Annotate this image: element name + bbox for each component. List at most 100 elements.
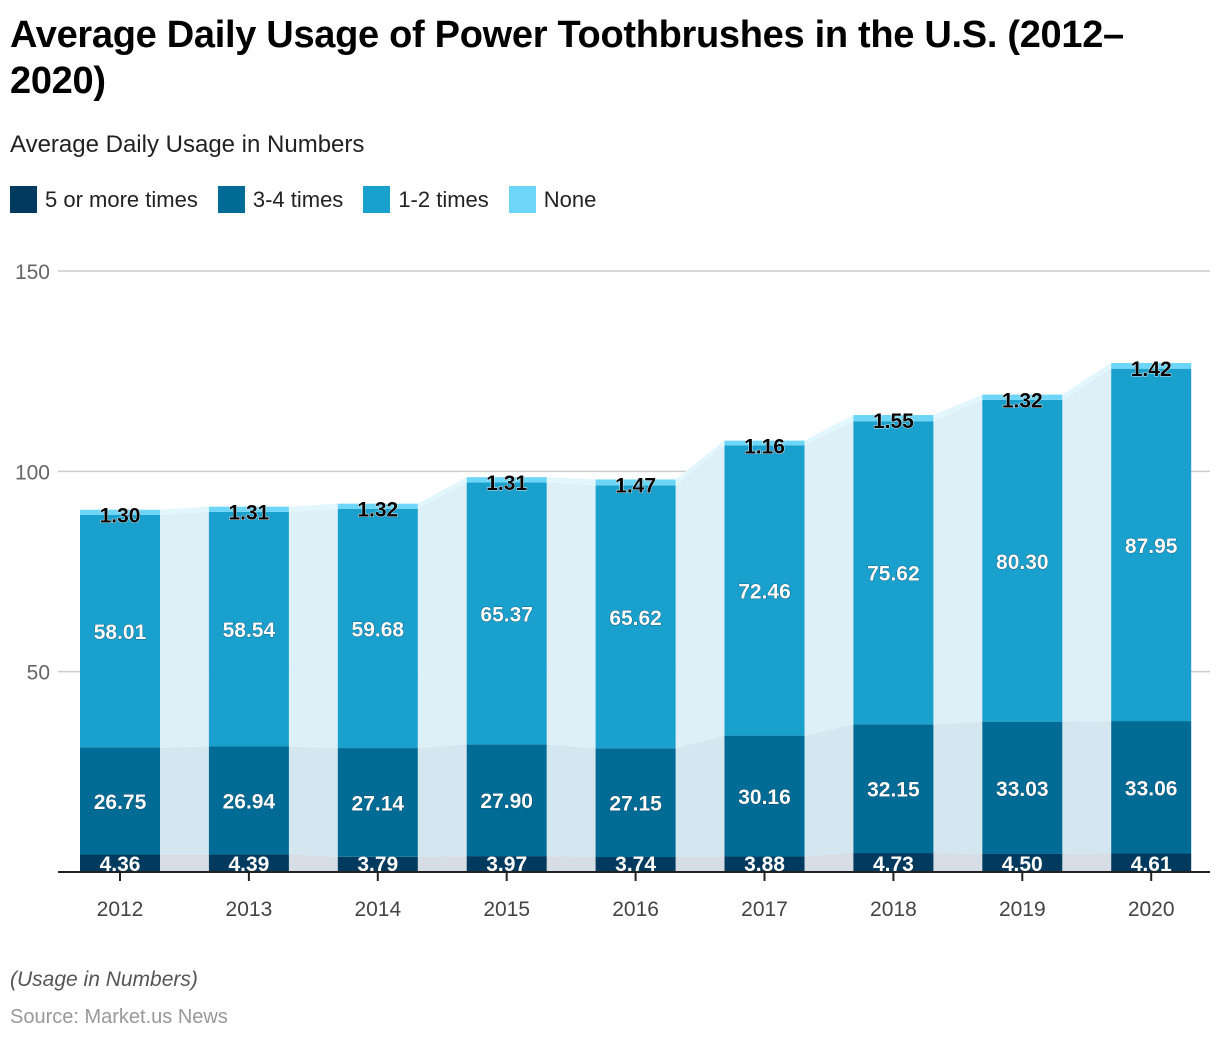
bar-segment <box>595 479 676 486</box>
data-label: 1.31 <box>228 502 269 525</box>
bar-segment <box>853 421 934 725</box>
connector-area <box>675 856 725 872</box>
data-label: 4.39 <box>228 853 269 876</box>
connector-area <box>1062 362 1112 400</box>
bar-segment <box>208 511 289 747</box>
x-tick-label: 2020 <box>1128 898 1175 921</box>
connector-area <box>546 856 596 872</box>
data-label: 59.68 <box>352 619 405 642</box>
bar-segment <box>1111 721 1192 854</box>
x-tick-label: 2019 <box>999 898 1046 921</box>
connector-area <box>804 421 854 736</box>
data-label: 58.54 <box>223 619 276 642</box>
x-tick-label: 2013 <box>226 898 273 921</box>
legend-swatch <box>363 186 391 213</box>
legend: 5 or more times 3-4 times 1-2 times None <box>10 186 616 213</box>
legend-item-5-or-more[interactable]: 5 or more times <box>10 186 198 213</box>
connector-area <box>933 721 983 854</box>
bar-segment <box>595 857 676 872</box>
connector-area <box>1062 368 1112 722</box>
chart-title: Average Daily Usage of Power Toothbrushe… <box>10 14 1124 102</box>
legend-swatch <box>508 186 536 213</box>
bar-segment <box>1111 368 1192 722</box>
bar-segment <box>337 748 418 857</box>
connector-area <box>288 746 338 857</box>
bar-segment <box>982 394 1063 400</box>
connector-area <box>546 477 596 486</box>
chart-subtitle: Average Daily Usage in Numbers <box>10 131 365 158</box>
connector-area <box>804 415 854 446</box>
data-label: 27.90 <box>480 790 533 813</box>
data-label: 1.31 <box>486 472 527 495</box>
data-label: 65.37 <box>480 603 533 626</box>
connector-area <box>417 482 467 749</box>
data-label: 4.73 <box>873 853 914 876</box>
connector-area <box>160 511 209 748</box>
bar-segment <box>337 856 418 872</box>
connector-area <box>804 724 854 857</box>
data-label: 1.32 <box>1002 390 1043 413</box>
bar-segment <box>724 445 805 736</box>
legend-label: None <box>543 186 597 212</box>
bar-segment <box>80 747 160 855</box>
bar-segment <box>80 509 160 515</box>
bar-segment <box>466 477 547 483</box>
chart-note: (Usage in Numbers) <box>10 968 198 991</box>
bar-segment <box>80 514 160 748</box>
bar-segment <box>337 508 418 749</box>
connector-area <box>417 477 467 509</box>
x-tick-label: 2015 <box>483 898 530 921</box>
chart-source: Source: Market.us News <box>10 1006 228 1028</box>
connector-area <box>804 853 854 872</box>
bar-segment <box>208 746 289 855</box>
bar-segment <box>80 854 160 872</box>
bar-segment <box>724 856 805 872</box>
data-label: 27.14 <box>352 792 405 815</box>
data-label: 26.94 <box>223 790 276 813</box>
data-label: 3.97 <box>486 853 527 876</box>
data-label: 3.79 <box>357 853 398 876</box>
bar-segment <box>982 721 1063 854</box>
y-tick-label: 100 <box>15 461 50 484</box>
connector-area <box>546 744 596 858</box>
data-label: 26.75 <box>94 791 147 814</box>
legend-swatch <box>217 186 245 213</box>
data-label: 27.15 <box>609 793 662 816</box>
data-label: 4.50 <box>1002 853 1043 876</box>
legend-item-3-4-times[interactable]: 3-4 times <box>217 186 343 213</box>
data-label: 32.15 <box>867 779 920 802</box>
data-label: 1.16 <box>744 436 785 459</box>
connector-area <box>1062 853 1112 872</box>
data-label: 3.74 <box>615 853 656 876</box>
bar-segment <box>982 399 1063 722</box>
legend-item-none[interactable]: None <box>508 186 597 213</box>
bar-segment <box>466 856 547 872</box>
legend-label: 5 or more times <box>45 186 198 212</box>
bar-segment <box>208 506 289 512</box>
data-label: 33.03 <box>996 778 1049 801</box>
x-tick-label: 2012 <box>97 898 144 921</box>
data-label: 1.42 <box>1131 358 1172 381</box>
data-label: 1.47 <box>615 474 656 497</box>
connector-area <box>933 399 983 725</box>
data-label: 3.88 <box>744 853 785 876</box>
data-label: 4.36 <box>100 853 141 876</box>
data-label: 30.16 <box>738 786 791 809</box>
connector-area <box>288 503 338 512</box>
y-tick-label: 150 <box>15 261 50 284</box>
x-tick-label: 2014 <box>354 898 401 921</box>
bar-segment <box>853 724 934 854</box>
legend-item-1-2-times[interactable]: 1-2 times <box>363 186 489 213</box>
data-label: 80.30 <box>996 551 1049 574</box>
connector-area <box>417 744 467 857</box>
legend-swatch <box>10 186 37 213</box>
connector-area <box>160 746 209 855</box>
bar-segment <box>466 744 547 857</box>
data-label: 65.62 <box>609 607 662 630</box>
data-label: 75.62 <box>867 563 920 586</box>
connector-area <box>675 445 725 749</box>
bar-segment <box>853 853 934 872</box>
connector-area <box>1062 721 1112 854</box>
bar-segment <box>853 415 934 422</box>
